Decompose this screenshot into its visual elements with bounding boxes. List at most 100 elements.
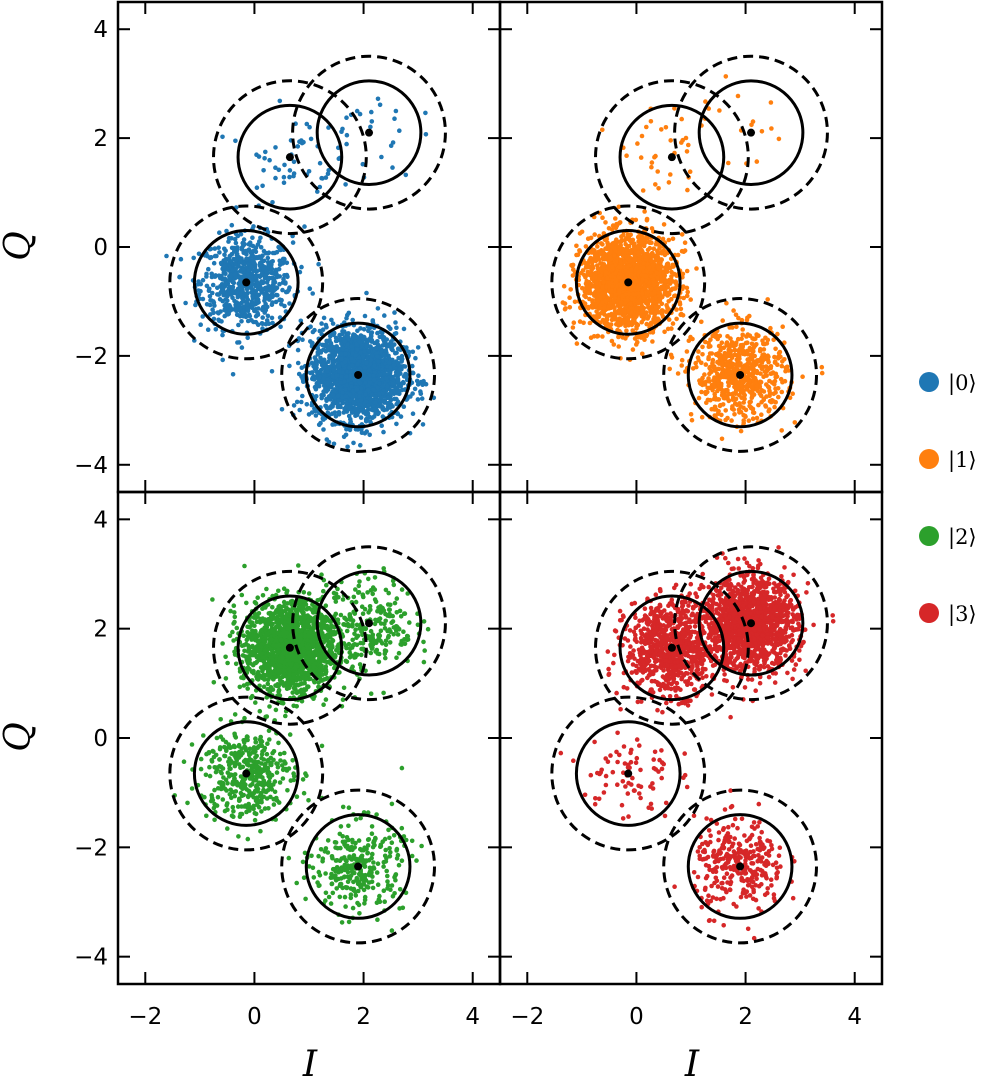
scatter-point [655, 309, 660, 315]
scatter-point [273, 175, 278, 181]
scatter-point [413, 355, 418, 361]
scatter-point [616, 323, 621, 328]
scatter-point [384, 357, 389, 363]
scatter-point [613, 311, 618, 317]
scatter-point [393, 385, 399, 391]
scatter-point [369, 119, 375, 124]
scatter-point [760, 338, 765, 344]
scatter-point [223, 258, 228, 264]
scatter-point [220, 357, 225, 363]
scatter-point [372, 394, 378, 399]
scatter-point [590, 305, 595, 310]
scatter-point [415, 382, 421, 387]
scatter-point [369, 330, 375, 335]
scatter-point [759, 366, 765, 372]
scatter-point [624, 328, 629, 334]
scatter-point [342, 351, 348, 357]
scatter-point [385, 401, 390, 406]
scatter-point [273, 145, 278, 150]
scatter-point [253, 274, 259, 280]
scatter-point [331, 441, 337, 447]
scatter-point [238, 278, 243, 284]
scatter-point [196, 251, 202, 257]
scatter-point [706, 344, 712, 350]
scatter-point [738, 428, 744, 434]
scatter-point [733, 312, 739, 318]
scatter-point [634, 265, 639, 271]
scatter-point [761, 389, 767, 394]
scatter-point [629, 310, 634, 315]
scatter-point [679, 357, 685, 363]
scatter-point [607, 255, 612, 261]
scatter-point [392, 310, 397, 315]
scatter-point [339, 373, 344, 379]
scatter-point [600, 334, 605, 339]
scatter-point [600, 242, 605, 247]
scatter-point [602, 320, 607, 326]
scatter-point [696, 349, 701, 354]
scatter-point [324, 404, 329, 409]
scatter-point [641, 269, 646, 274]
scatter-point [645, 247, 651, 253]
scatter-point [348, 376, 354, 382]
scatter-point [248, 282, 254, 288]
scatter-point [245, 306, 250, 312]
scatter-point [392, 116, 397, 121]
scatter-point [567, 305, 573, 310]
scatter-point [258, 235, 263, 241]
scatter-point [765, 337, 771, 343]
scatter-point [365, 387, 371, 393]
scatter-point [231, 280, 237, 286]
scatter-point [330, 344, 336, 350]
scatter-point [216, 245, 221, 250]
scatter-point [236, 322, 241, 328]
scatter-point [262, 292, 268, 298]
scatter-point [388, 365, 393, 371]
scatter-point [764, 394, 769, 399]
scatter-point [339, 356, 344, 362]
scatter-point [581, 320, 586, 326]
scatter-point [308, 136, 314, 142]
scatter-point [246, 312, 252, 318]
scatter-point [253, 319, 259, 325]
scatter-point [270, 259, 276, 264]
scatter-point [679, 232, 685, 237]
scatter-point [765, 297, 770, 302]
scatter-point [237, 314, 243, 319]
scatter-point [666, 299, 671, 304]
scatter-point [384, 376, 389, 382]
scatter-point [674, 307, 679, 312]
scatter-point [397, 128, 402, 133]
scatter-point [210, 282, 216, 288]
scatter-point [577, 248, 582, 253]
scatter-point [656, 265, 662, 271]
scatter-point [629, 267, 634, 273]
scatter-point [694, 266, 699, 271]
scatter-point [319, 175, 324, 181]
scatter-point [232, 298, 237, 304]
scatter-point [394, 388, 400, 394]
scatter-point [270, 320, 275, 326]
scatter-point [342, 379, 348, 384]
scatter-point [589, 276, 595, 282]
scatter-point [247, 248, 253, 254]
scatter-point [396, 372, 401, 377]
scatter-point [275, 292, 280, 298]
scatter-point [238, 291, 243, 297]
scatter-point [304, 121, 310, 127]
scatter-point [682, 240, 688, 245]
scatter-point [761, 347, 767, 352]
scatter-point [342, 359, 348, 365]
scatter-point [631, 297, 637, 303]
scatter-point [395, 360, 400, 366]
scatter-point [276, 167, 282, 173]
scatter-point [343, 394, 349, 399]
scatter-point [768, 325, 773, 331]
scatter-point [640, 351, 645, 357]
threshold-circle-dashed [291, 54, 447, 211]
scatter-point [320, 327, 326, 333]
scatter-point [618, 259, 624, 264]
y-tick-label: 4 [93, 17, 108, 43]
scatter-point [646, 265, 652, 271]
scatter-point [344, 115, 349, 120]
